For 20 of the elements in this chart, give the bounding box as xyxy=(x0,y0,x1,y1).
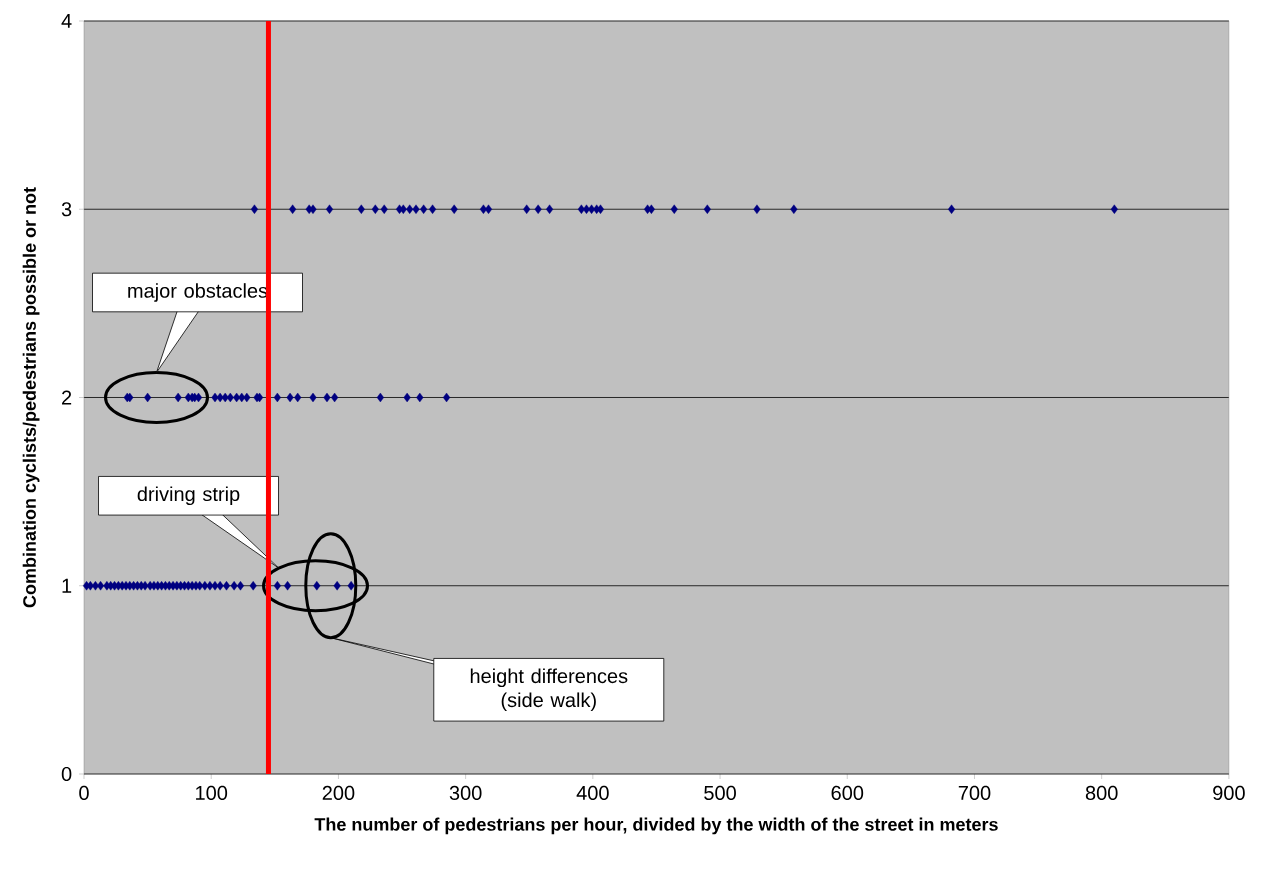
x-tick-label: 400 xyxy=(576,785,609,801)
annotation: major obstacles xyxy=(128,283,268,302)
x-tick-label: 100 xyxy=(196,785,228,801)
y-tick-label: 4 xyxy=(61,14,72,28)
x-tick-label: 800 xyxy=(1085,785,1118,801)
x-tick-label: 900 xyxy=(1213,785,1245,801)
x-axis-title: The number of pedestrians per hour, divided by the width of the street in meters xyxy=(314,817,998,835)
x-tick-label: 600 xyxy=(831,785,864,801)
y-tick-label: 2 xyxy=(62,390,72,405)
y-axis-title: Combination cyclists/pedestrians possible or not xyxy=(22,187,40,608)
annotation: driving strip xyxy=(137,486,240,506)
y-tick-label: 0 xyxy=(61,766,72,782)
x-tick-label: 200 xyxy=(322,785,355,801)
annotation: height differences (side walk) xyxy=(470,668,628,712)
y-tick-label: 3 xyxy=(61,202,72,217)
y-tick-label: 1 xyxy=(62,578,72,593)
x-tick-label: 300 xyxy=(449,785,482,801)
x-tick-label: 0 xyxy=(79,785,89,801)
x-tick-label: 700 xyxy=(958,785,991,801)
x-tick-label: 500 xyxy=(704,785,736,801)
